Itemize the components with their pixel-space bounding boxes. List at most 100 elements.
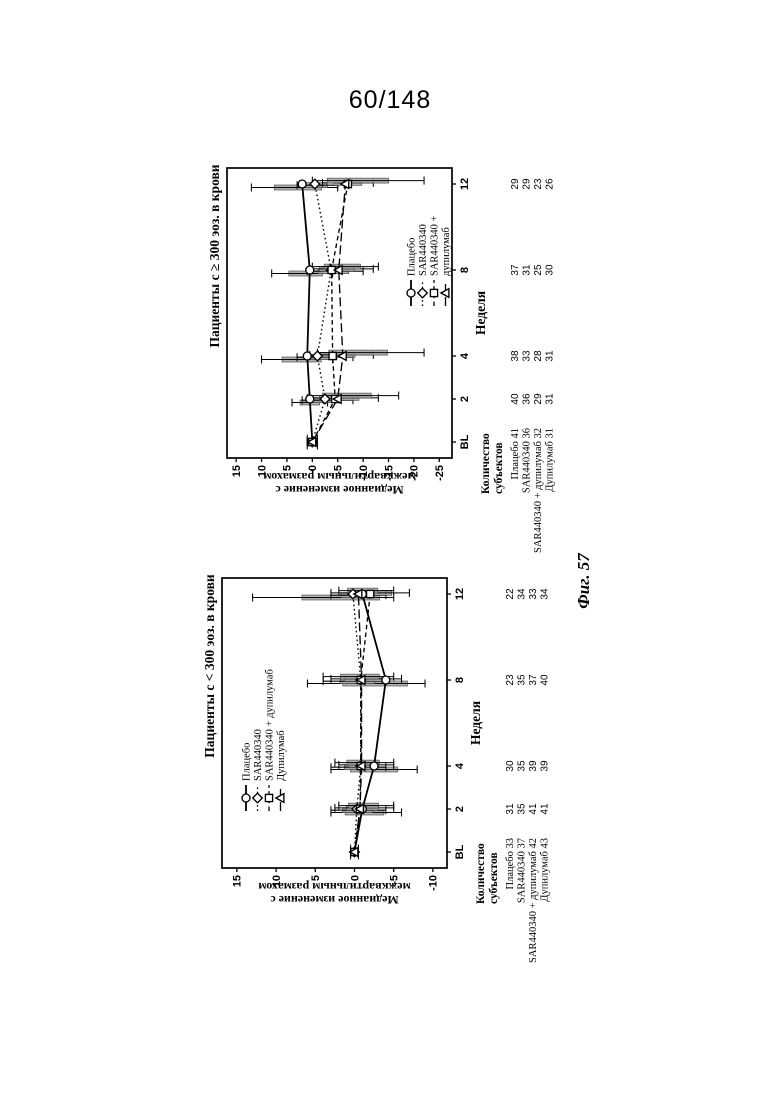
x-tick-label: 4 [454, 762, 466, 769]
series-markers-4 [348, 588, 366, 858]
y-tick-label: -5 [333, 465, 345, 475]
triangle-marker-icon [353, 803, 365, 815]
subjects-table: Количество субъектов Плацебо 41 40 38 37 29 SAR… [480, 178, 556, 553]
subjects-row-label: SAR440340 36 [522, 428, 533, 493]
triangle-marker-icon [336, 350, 347, 362]
subjects-row-label: Дупилумаб 43 [540, 838, 551, 902]
subjects-count: 34 [540, 588, 551, 600]
subjects-table: Количество субъектов Плацебо 33 31 30 23 22 SAR… [475, 588, 551, 963]
legend-label: Плацебо [242, 743, 253, 781]
subjects-count: 28 [533, 350, 544, 362]
x-tick-label: 4 [459, 352, 471, 359]
circle-marker-icon [305, 265, 315, 275]
plot-box [221, 577, 448, 869]
square-marker-icon [264, 793, 274, 803]
subjects-count: 23 [533, 178, 544, 190]
y-tick-label: 0 [307, 465, 319, 471]
subjects-count: 31 [545, 393, 556, 405]
legend-label: SAR440340 + [430, 215, 441, 276]
iqr-error-bars [250, 176, 425, 450]
subjects-count: 39 [528, 760, 539, 772]
legend: Плацебо SAR440340 SAR440340 + дупилумаб [406, 215, 452, 306]
subjects-row-label: SAR440340 + дупилумаб 32 [533, 428, 544, 553]
subjects-count: 36 [522, 393, 533, 405]
subjects-count: 29 [510, 178, 521, 190]
subjects-count: 30 [545, 264, 556, 276]
circle-marker-icon [241, 793, 251, 803]
x-tick-label: 8 [459, 267, 471, 273]
x-axis: BL 2 4 8 12 [452, 178, 471, 449]
y-tick-label: -15 [383, 465, 395, 481]
y-tick-label: 5 [282, 465, 294, 471]
diamond-marker-icon [309, 178, 321, 190]
subjects-count: 35 [517, 760, 528, 772]
chart-top-wrapper: Пациенты с ≥ 300 эоз. в крови 15 10 5 0 -5 -10… [205, 106, 625, 553]
subjects-count: 31 [545, 350, 556, 362]
y-tick-label: 0 [349, 875, 361, 881]
square-marker-icon [328, 351, 337, 361]
square-marker-icon [365, 589, 375, 599]
triangle-marker-icon [331, 393, 342, 405]
x-axis: BL 2 4 8 12 [447, 588, 466, 859]
subjects-count: 29 [533, 393, 544, 405]
x-tick-label: 12 [454, 588, 466, 600]
x-tick-label: 12 [459, 178, 471, 190]
circle-marker-icon [305, 394, 315, 404]
page-number: 60/148 [348, 86, 432, 114]
y-axis-label: межквартильным размахом [258, 880, 410, 894]
subjects-table-header: Количество [475, 843, 487, 904]
circle-marker-icon [406, 288, 416, 298]
y-tick-label: 10 [256, 465, 268, 477]
subjects-table-header: субъектов [493, 442, 505, 494]
y-tick-label: -10 [358, 465, 370, 481]
triangle-marker-icon [332, 264, 343, 276]
y-axis-label: Медианное изменение с [275, 483, 404, 497]
legend-label: Дупилумаб [276, 730, 287, 781]
triangle-marker-icon [355, 760, 366, 772]
subjects-count: 35 [517, 674, 528, 686]
triangle-marker-icon [352, 588, 363, 600]
figure-label-wrapper: Фиг. 57 [574, 545, 596, 617]
series-markers-1 [297, 179, 318, 447]
series-line-3 [311, 183, 349, 443]
y-tick-label: -25 [434, 465, 446, 481]
legend-label: дупилумаб [441, 227, 452, 276]
x-axis-label: Неделя [468, 701, 483, 745]
subjects-count: 26 [545, 178, 556, 190]
subjects-count: 31 [522, 264, 533, 276]
x-tick-label: 2 [454, 806, 466, 812]
x-tick-label: BL [459, 434, 471, 449]
subjects-table-header: Количество [480, 433, 492, 494]
diamond-marker-icon [416, 287, 429, 299]
subjects-count: 29 [522, 178, 533, 190]
subjects-count: 39 [540, 760, 551, 772]
subjects-count: 38 [510, 350, 521, 362]
y-axis-label: межквартильным размахом [263, 470, 415, 484]
chart-bottom-rotated: Пациенты с < 300 эоз. в крови 15 10 5 0 -5 -10… [200, 516, 620, 963]
chart-bottom-wrapper: Пациенты с < 300 эоз. в крови 15 10 5 0 -5 -10… [200, 516, 620, 963]
x-tick-label: 8 [454, 677, 466, 683]
legend-label: SAR440340 + дупилумаб [265, 669, 276, 781]
iqr-error-bars [252, 586, 426, 860]
subjects-count: 23 [505, 674, 516, 686]
square-marker-icon [429, 288, 439, 298]
x-tick-label: 2 [459, 396, 471, 402]
subjects-count: 40 [510, 393, 521, 405]
subjects-count: 33 [528, 588, 539, 600]
legend-label: Плацебо [407, 238, 418, 276]
subjects-row-label: Плацебо 33 [505, 838, 516, 889]
subjects-count: 41 [528, 803, 539, 815]
triangle-marker-icon [348, 846, 359, 858]
subjects-row-label: SAR440340 37 [517, 838, 528, 903]
triangle-marker-icon [439, 287, 450, 299]
triangle-marker-icon [355, 674, 366, 686]
y-tick-label: -10 [428, 875, 440, 891]
subjects-count: 30 [505, 760, 516, 772]
chart-patients-lt-300-eos: Пациенты с < 300 эоз. в крови 15 10 5 0 -5 -10… [202, 574, 551, 963]
circle-marker-icon [302, 351, 312, 361]
triangle-marker-icon [274, 792, 285, 804]
triangle-marker-icon [339, 178, 350, 190]
legend: Плацебо SAR440340 SAR440340 + дупилумаб Дуп… [241, 669, 287, 811]
subjects-row-label: Плацебо 41 [510, 428, 521, 479]
